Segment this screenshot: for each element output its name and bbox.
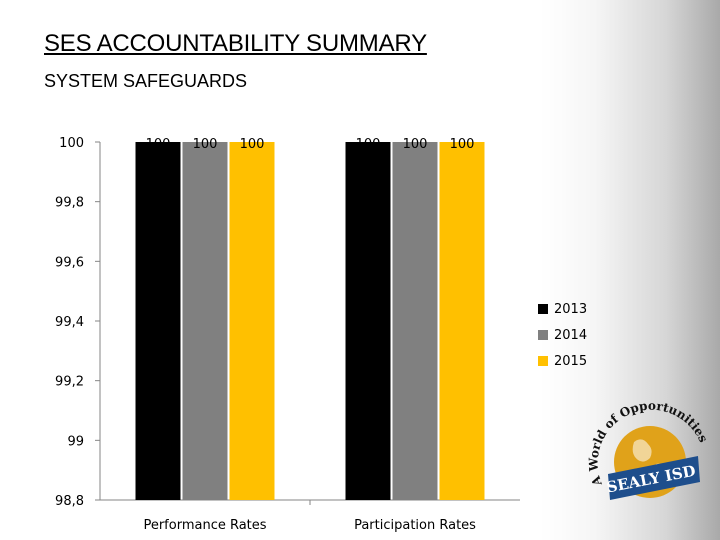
- legend-swatch-2013: [538, 304, 548, 314]
- bar-2014-1: [392, 142, 438, 500]
- data-label: 100: [240, 137, 265, 152]
- legend-label-2015: 2015: [554, 353, 588, 369]
- legend-swatch-2015: [538, 356, 548, 366]
- chart-legend: 2013 2014 2015: [538, 296, 587, 374]
- legend-item-2013: 2013: [538, 296, 587, 322]
- data-label: 100: [403, 137, 428, 152]
- y-tick-label: 98,8: [55, 494, 84, 509]
- data-label: 100: [193, 137, 218, 152]
- bar-2014-0: [182, 142, 228, 500]
- y-tick-label: 99,6: [55, 255, 84, 270]
- y-tick-label: 100: [59, 136, 84, 151]
- logo-banner: [608, 456, 700, 500]
- data-label: 100: [146, 137, 171, 152]
- bar-2013-1: [345, 142, 391, 500]
- legend-swatch-2014: [538, 330, 548, 340]
- y-tick-label: 99,8: [55, 196, 84, 211]
- legend-label-2014: 2014: [554, 327, 588, 343]
- bar-2015-1: [439, 142, 485, 500]
- y-tick-label: 99: [67, 434, 84, 449]
- y-tick-label: 99,2: [55, 375, 84, 390]
- category-label: Participation Rates: [354, 518, 476, 533]
- sealy-isd-logo: A World of Opportunities SEALY ISD: [586, 399, 711, 500]
- bar-2013-0: [135, 142, 181, 500]
- y-tick-label: 99,4: [55, 315, 84, 330]
- bar-2015-0: [229, 142, 275, 500]
- legend-item-2015: 2015: [538, 348, 587, 374]
- slide-subtitle: SYSTEM SAFEGUARDS: [44, 71, 248, 91]
- legend-label-2013: 2013: [554, 301, 588, 317]
- slide-title: SES ACCOUNTABILITY SUMMARY: [44, 30, 427, 57]
- category-label: Performance Rates: [143, 518, 266, 533]
- data-label: 100: [356, 137, 381, 152]
- legend-item-2014: 2014: [538, 322, 587, 348]
- data-label: 100: [450, 137, 475, 152]
